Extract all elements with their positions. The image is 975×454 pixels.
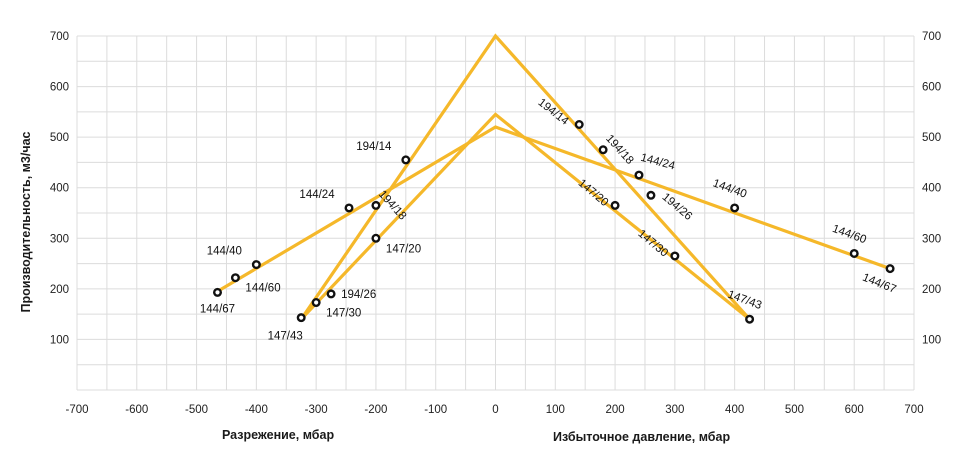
x-axis-title-right: Избыточное давление, мбар xyxy=(553,430,731,444)
x-tick-label: 700 xyxy=(904,404,923,416)
data-point xyxy=(401,155,411,165)
data-point xyxy=(326,289,336,299)
x-axis-title-left: Разрежение, мбар xyxy=(222,428,335,442)
y-tick-label-left: 200 xyxy=(50,284,69,296)
y-tick-label-right: 500 xyxy=(922,132,941,144)
x-tick-label: 500 xyxy=(785,404,804,416)
series-line-194 xyxy=(299,33,752,321)
y-axis-title: Производительность, м3/час xyxy=(19,131,33,313)
y-tick-label-right: 600 xyxy=(922,82,941,94)
data-label: 194/26 xyxy=(341,289,376,301)
y-tick-label-left: 300 xyxy=(50,233,69,245)
x-tick-label: -700 xyxy=(65,404,88,416)
x-tick-label: -500 xyxy=(185,404,208,416)
y-tick-label-right: 200 xyxy=(922,284,941,296)
x-tick-label: -200 xyxy=(364,404,387,416)
data-label: 144/60 xyxy=(831,223,868,246)
x-tick-label: -600 xyxy=(125,404,148,416)
series-line-147 xyxy=(299,112,752,321)
x-tick-label: -100 xyxy=(424,404,447,416)
data-point xyxy=(311,298,321,308)
y-tick-label-right: 100 xyxy=(922,334,941,346)
x-tick-label: 200 xyxy=(605,404,624,416)
data-point xyxy=(598,145,608,155)
data-point xyxy=(574,119,584,129)
data-point xyxy=(610,200,620,210)
x-tick-label: -300 xyxy=(305,404,328,416)
x-tick-label: 400 xyxy=(725,404,744,416)
data-point xyxy=(634,170,644,180)
y-tick-label-left: 600 xyxy=(50,82,69,94)
data-point xyxy=(670,251,680,261)
y-tick-label-left: 500 xyxy=(50,132,69,144)
data-point xyxy=(646,190,656,200)
data-point xyxy=(849,248,859,258)
data-label: 144/24 xyxy=(299,189,335,201)
data-label: 144/40 xyxy=(711,177,748,200)
data-point xyxy=(344,203,354,213)
data-label: 144/67 xyxy=(200,303,235,315)
data-point xyxy=(730,203,740,213)
x-tick-label: 300 xyxy=(665,404,684,416)
data-label: 147/30 xyxy=(326,308,361,320)
data-point xyxy=(251,260,261,270)
y-tick-label-left: 700 xyxy=(50,31,69,43)
data-point xyxy=(745,314,755,324)
data-point xyxy=(212,287,222,297)
data-label: 144/60 xyxy=(245,283,280,295)
y-tick-label-left: 400 xyxy=(50,183,69,195)
data-label: 147/20 xyxy=(386,243,421,255)
data-point xyxy=(230,273,240,283)
x-tick-label: -400 xyxy=(245,404,268,416)
data-label: 147/20 xyxy=(576,177,611,209)
y-tick-label-right: 400 xyxy=(922,183,941,195)
x-tick-label: 600 xyxy=(845,404,864,416)
data-label: 147/43 xyxy=(726,289,763,312)
data-point xyxy=(296,313,306,323)
y-tick-label-right: 700 xyxy=(922,31,941,43)
y-tick-label-right: 300 xyxy=(922,233,941,245)
data-label: 147/30 xyxy=(635,228,670,260)
data-point xyxy=(371,200,381,210)
data-label: 144/40 xyxy=(207,246,242,258)
data-point xyxy=(885,264,895,274)
series-line-144 xyxy=(215,125,892,293)
y-tick-label-left: 100 xyxy=(50,334,69,346)
x-tick-label: 100 xyxy=(546,404,565,416)
data-point xyxy=(371,233,381,243)
data-label: 147/43 xyxy=(268,331,303,343)
x-tick-label: 0 xyxy=(492,404,498,416)
data-label: 144/67 xyxy=(861,272,898,296)
data-label: 194/14 xyxy=(356,141,392,153)
